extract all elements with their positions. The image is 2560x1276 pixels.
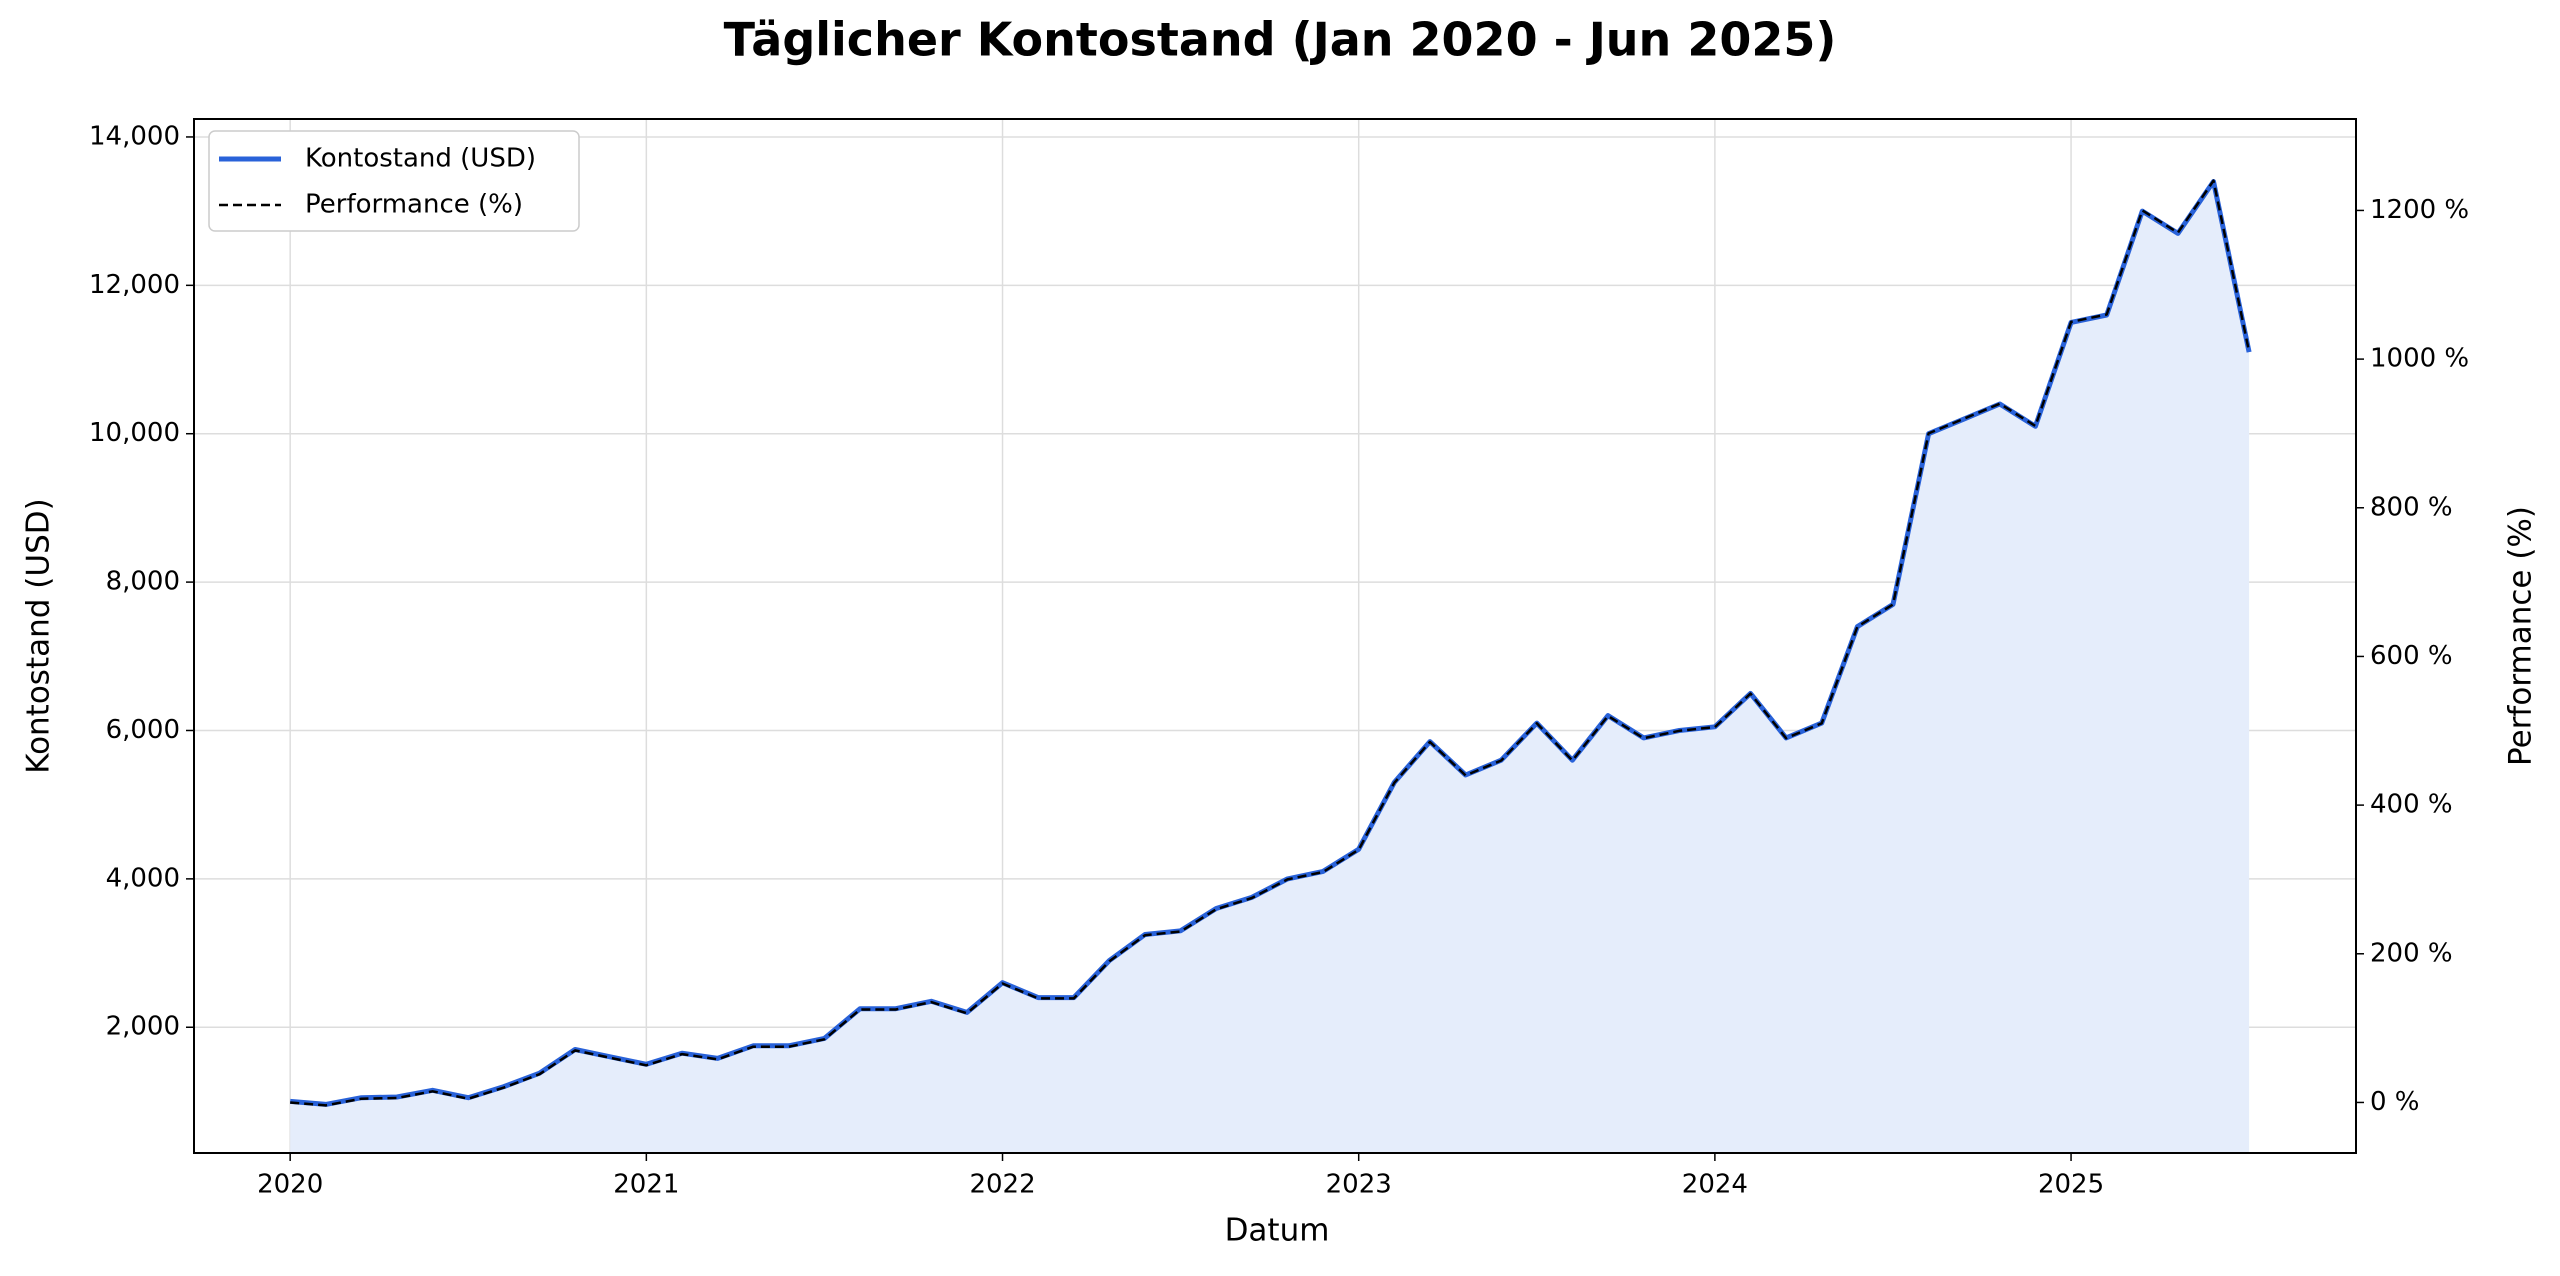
y2-tick-label: 400 % <box>2370 790 2453 820</box>
y-axis-label: Kontostand (USD) <box>21 498 57 773</box>
legend-box <box>208 130 580 232</box>
y-tick-label: 14,000 <box>89 121 180 151</box>
x-tick-label: 2024 <box>1682 1170 1748 1200</box>
legend-label: Kontostand (USD) <box>305 144 536 174</box>
x-axis-label: Datum <box>1225 1213 1330 1249</box>
legend-label: Performance (%) <box>305 190 523 220</box>
y2-tick-label: 0 % <box>2370 1087 2420 1117</box>
y2-tick-label: 200 % <box>2370 938 2453 968</box>
y-tick-label: 10,000 <box>89 418 180 448</box>
x-tick-label: 2023 <box>1326 1170 1392 1200</box>
y2-tick-label: 1200 % <box>2370 195 2469 225</box>
plot-frame <box>193 118 2357 1154</box>
x-tick-label: 2022 <box>969 1170 1035 1200</box>
y2-axis-label: Performance (%) <box>2503 506 2539 766</box>
y2-tick-label: 800 % <box>2370 492 2453 522</box>
x-tick-label: 2020 <box>257 1170 323 1200</box>
y2-tick-label: 1000 % <box>2370 344 2469 374</box>
line <box>290 179 2251 1107</box>
y-tick-label: 8,000 <box>106 567 180 597</box>
y-tick-label: 2,000 <box>106 1012 180 1042</box>
y-tick-label: 12,000 <box>89 270 180 300</box>
area <box>290 181 2250 1153</box>
y-tick-label: 4,000 <box>106 863 180 893</box>
y2-tick-label: 600 % <box>2370 641 2453 671</box>
x-tick-label: 2021 <box>613 1170 679 1200</box>
chart-title: Täglicher Kontostand (Jan 2020 - Jun 202… <box>724 13 1837 67</box>
y-tick-label: 6,000 <box>106 715 180 745</box>
x-tick-label: 2025 <box>2038 1170 2104 1200</box>
